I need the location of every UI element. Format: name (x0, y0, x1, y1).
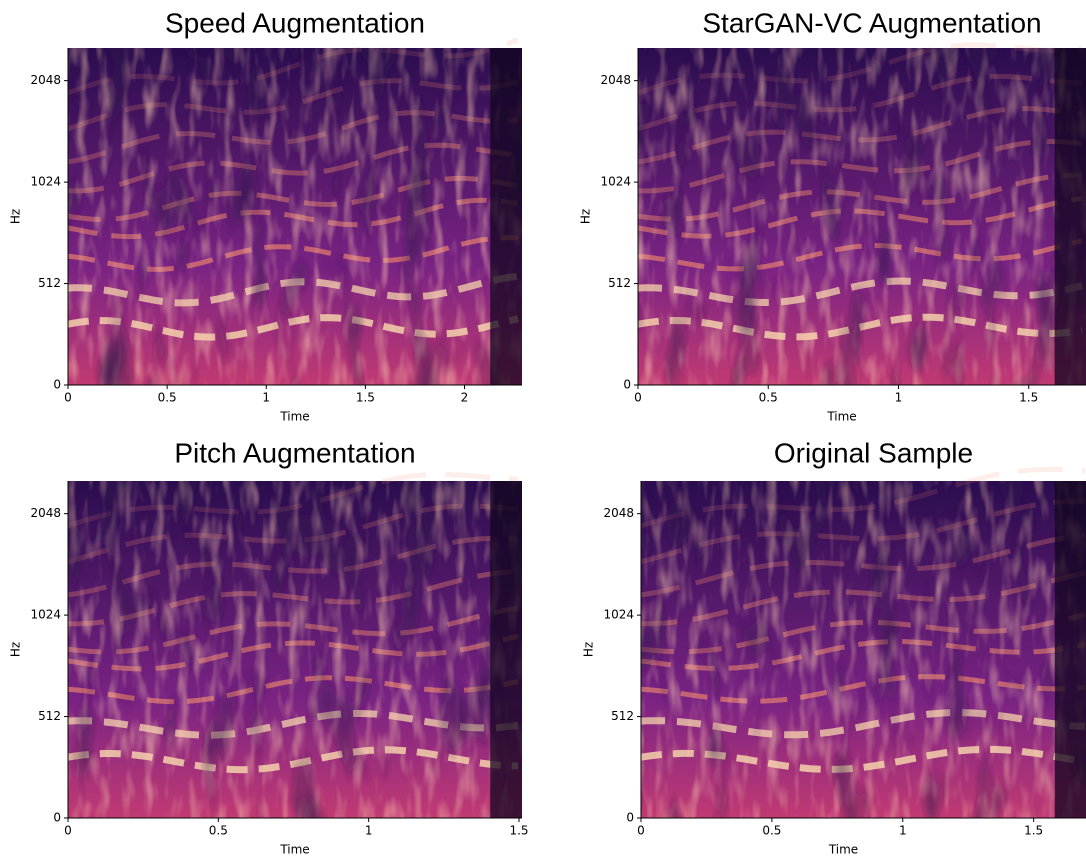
x-tick-label: 1 (895, 391, 903, 405)
chart-title: Speed Augmentation (165, 7, 425, 38)
x-axis-label: Time (279, 843, 309, 857)
y-tick-label: 512 (38, 276, 61, 290)
panel: 0 512 1024 2048 0 0.5 1 1.5 2 Time Hz Speed Augment… (9, 7, 523, 423)
y-tick-label: 0 (623, 378, 631, 392)
chart-title: Original Sample (774, 437, 973, 468)
y-axis-label: Hz (9, 209, 23, 224)
x-tick-label: 1.5 (356, 391, 375, 405)
y-tick-label: 1024 (600, 175, 631, 189)
spectrogram-shadow (68, 48, 522, 385)
chart-title: Pitch Augmentation (174, 437, 415, 468)
x-tick-label: 1.5 (1019, 391, 1038, 405)
y-tick-label: 2048 (600, 73, 631, 87)
x-axis-label: Time (826, 410, 856, 424)
figure: 0 512 1024 2048 0 0.5 1 1.5 2 Time Hz Speed Augment… (0, 0, 1086, 857)
y-tick-label: 512 (611, 709, 634, 723)
y-tick-label: 1024 (30, 608, 61, 622)
spectrogram-shadow (641, 481, 1086, 818)
silence (1055, 48, 1086, 385)
x-tick-label: 1 (262, 391, 270, 405)
silence (490, 48, 522, 385)
x-axis-label: Time (279, 410, 309, 424)
y-axis-label: Hz (582, 642, 596, 657)
y-tick-label: 1024 (30, 175, 61, 189)
y-tick-label: 0 (53, 378, 61, 392)
y-tick-label: 2048 (30, 506, 61, 520)
x-tick-label: 1.5 (1024, 824, 1043, 838)
y-tick-label: 0 (626, 811, 634, 825)
x-tick-label: 0.5 (158, 391, 177, 405)
spectrogram-shadow (638, 48, 1086, 385)
x-tick-label: 1 (899, 824, 907, 838)
x-tick-label: 0 (64, 824, 72, 838)
y-tick-label: 512 (38, 709, 61, 723)
silence (490, 481, 522, 818)
x-tick-label: 2 (461, 391, 469, 405)
y-tick-label: 2048 (30, 73, 61, 87)
x-tick-label: 0 (634, 391, 642, 405)
y-axis-label: Hz (9, 642, 23, 657)
x-tick-label: 1.5 (509, 824, 528, 838)
x-axis-label: Time (828, 843, 858, 857)
chart-title: StarGAN-VC Augmentation (702, 7, 1041, 38)
panel: 0 512 1024 2048 0 0.5 1 1.5 Time Hz StarGAN-VC Aug… (579, 7, 1086, 423)
panel: 0 512 1024 2048 0 0.5 1 1.5 Time Hz Original Sampl… (582, 437, 1086, 856)
spectrogram-shadow (68, 481, 522, 818)
y-tick-label: 0 (53, 811, 61, 825)
y-tick-label: 512 (608, 276, 631, 290)
x-tick-label: 0.5 (759, 391, 778, 405)
x-tick-label: 0.5 (209, 824, 228, 838)
y-axis-label: Hz (579, 209, 593, 224)
silence (1055, 481, 1086, 818)
page: {"chart_data": [ {"type": "spectrogram",… (0, 0, 1086, 857)
x-tick-label: 0 (637, 824, 645, 838)
x-tick-label: 0 (64, 391, 72, 405)
y-tick-label: 1024 (603, 608, 634, 622)
x-tick-label: 0.5 (762, 824, 781, 838)
y-tick-label: 2048 (603, 506, 634, 520)
x-tick-label: 1 (365, 824, 373, 838)
panel: 0 512 1024 2048 0 0.5 1 1.5 Time Hz Pitch Augmenta… (9, 437, 529, 856)
